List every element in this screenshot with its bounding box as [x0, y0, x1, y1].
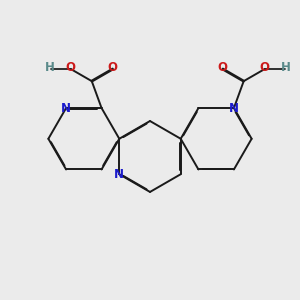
Text: O: O [260, 61, 270, 74]
Text: O: O [218, 61, 228, 74]
Text: N: N [114, 168, 124, 181]
Text: N: N [229, 101, 239, 115]
Text: O: O [66, 61, 76, 74]
Text: O: O [108, 61, 118, 74]
Text: H: H [44, 61, 54, 74]
Text: N: N [61, 101, 71, 115]
Text: H: H [281, 61, 291, 74]
